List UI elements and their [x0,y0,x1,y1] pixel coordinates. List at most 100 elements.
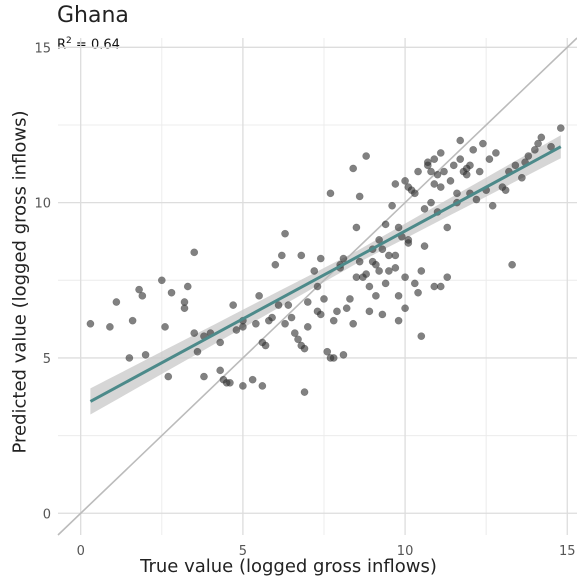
y-tick-label: 10 [34,197,51,212]
data-point [372,291,380,300]
data-point [414,288,422,297]
data-point [342,304,351,313]
y-tick-label: 0 [43,507,51,522]
data-point [183,282,192,291]
data-point [339,254,348,263]
data-point [440,167,448,176]
data-point [355,257,364,266]
data-point [294,335,302,344]
data-point [268,313,276,322]
r-squared-label: R [57,37,67,53]
x-tick-label: 15 [559,544,576,559]
data-point [378,245,387,254]
data-point [310,267,319,275]
data-point [190,329,199,337]
chart-title: Ghana [57,3,129,28]
data-point [537,133,546,142]
data-point [297,251,306,260]
data-point [436,183,445,191]
data-point [427,198,435,207]
data-point [239,382,247,390]
data-point [226,378,234,387]
r-squared-value: = 0.64 [75,37,120,53]
data-point [391,180,400,188]
data-point [352,273,361,282]
data-point [556,124,565,132]
data-point [229,301,238,309]
data-point [300,388,309,396]
data-point [381,220,390,229]
data-point [404,236,413,244]
data-point [248,375,257,384]
data-point [320,295,328,303]
data-point [469,145,478,154]
data-point [128,316,137,325]
data-point [436,149,445,157]
data-point [200,372,208,381]
data-point [456,136,465,145]
data-point [501,186,510,195]
data-point [316,254,325,263]
data-point [508,260,516,269]
data-point [303,298,312,306]
data-point [333,307,341,316]
data-point [190,248,199,257]
data-point [410,189,419,198]
y-axis-label: Predicted value (logged gross inflows) [9,110,31,454]
data-point [261,341,270,350]
data-point [436,282,445,291]
data-point [355,192,364,201]
data-point [456,155,465,163]
data-point [449,161,458,170]
data-point [485,155,494,163]
data-point [462,164,471,173]
x-axis-label: True value (logged gross inflows) [140,556,437,577]
data-point [362,152,371,160]
data-point [232,326,241,334]
data-point [524,152,533,160]
data-point [492,149,500,157]
data-point [453,189,461,198]
x-tick-label: 10 [397,544,414,559]
data-point [388,201,396,210]
data-point [216,338,225,347]
data-point [518,173,526,182]
r-squared-annotation: R2 = 0.64 [57,36,120,52]
data-point [349,319,358,328]
data-point [138,291,147,300]
data-point [326,189,335,198]
x-tick-label: 0 [77,544,85,559]
data-point [472,195,481,204]
data-point [427,167,435,176]
data-point [530,145,539,154]
data-point [346,295,354,303]
data-point [372,260,380,269]
data-point [378,310,387,319]
data-point [479,139,487,148]
data-point [446,177,455,185]
data-point [401,304,409,313]
data-point [414,167,422,176]
data-point [281,229,289,238]
data-point [394,223,403,232]
data-point [135,285,143,294]
data-point [365,282,374,291]
data-point [475,167,484,176]
data-point [420,242,429,250]
data-point [180,298,189,306]
data-point [443,273,452,282]
data-point [329,316,338,325]
data-point [420,204,429,213]
data-point [290,329,299,337]
data-point [349,164,358,173]
data-point [164,372,173,381]
data-point [339,350,348,359]
regression-line [89,145,562,403]
data-point [112,298,121,306]
data-point [381,279,390,288]
data-point [375,267,383,275]
data-point [303,323,312,331]
data-point [362,270,371,278]
data-point [161,323,169,331]
